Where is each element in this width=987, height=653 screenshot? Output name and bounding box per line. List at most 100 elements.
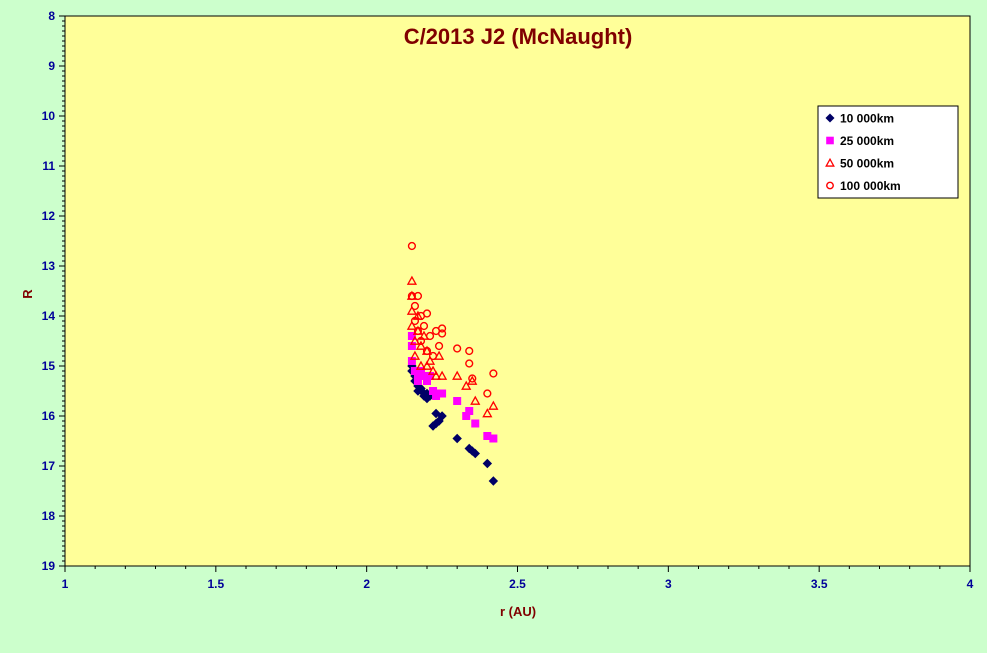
- y-tick-label: 11: [42, 159, 55, 173]
- y-tick-label: 13: [42, 259, 56, 273]
- data-point: [416, 367, 425, 375]
- legend-marker: [825, 157, 835, 167]
- legend-label: 100 000km: [840, 179, 901, 193]
- data-point: [410, 316, 420, 326]
- plot-area: [64, 15, 971, 567]
- y-axis-label: R: [20, 289, 35, 299]
- data-point: [421, 360, 433, 370]
- data-point: [426, 372, 435, 380]
- data-point: [406, 305, 418, 315]
- data-point: [489, 434, 498, 443]
- data-point: [437, 411, 447, 421]
- x-tick-label: 4: [967, 577, 974, 591]
- y-tick-label: 17: [42, 459, 56, 473]
- data-point: [468, 374, 477, 383]
- data-point: [436, 370, 448, 380]
- legend: 10 000km 25 000km 50 000km 100 000km: [817, 105, 959, 199]
- data-point: [422, 309, 432, 318]
- x-tick-label: 1: [62, 577, 69, 591]
- y-tick-label: 10: [42, 109, 56, 123]
- data-point: [470, 448, 480, 459]
- x-tick-label: 3: [665, 577, 672, 591]
- y-tick-label: 16: [42, 409, 56, 423]
- data-point: [410, 301, 420, 311]
- y-tick-label: 9: [48, 59, 55, 73]
- data-point: [430, 370, 442, 380]
- x-tick-label: 3.5: [811, 577, 828, 591]
- data-point: [406, 320, 418, 330]
- data-point: [407, 291, 417, 301]
- data-point: [424, 355, 436, 365]
- data-point: [415, 340, 427, 350]
- data-point: [489, 369, 498, 378]
- data-point: [462, 412, 471, 420]
- data-point: [452, 433, 462, 444]
- data-point: [406, 275, 418, 285]
- data-point: [416, 336, 426, 346]
- data-point: [413, 291, 423, 301]
- data-point: [453, 397, 462, 405]
- data-point: [488, 400, 499, 410]
- data-point: [482, 408, 493, 418]
- legend-marker: [826, 136, 834, 145]
- data-point: [415, 360, 427, 370]
- data-point: [419, 372, 428, 380]
- data-point: [407, 241, 417, 251]
- data-point: [407, 342, 416, 350]
- data-point: [483, 389, 492, 398]
- data-point: [425, 331, 435, 341]
- data-point: [422, 346, 432, 356]
- chart-title: C/2013 J2 (McNaught): [404, 24, 633, 49]
- y-tick-label: 15: [42, 359, 56, 373]
- data-point: [413, 372, 422, 380]
- data-point: [438, 389, 447, 398]
- data-point: [410, 367, 419, 375]
- series-circle: [407, 241, 498, 398]
- y-tick-label: 12: [42, 209, 56, 223]
- data-point: [428, 351, 438, 361]
- data-point: [437, 324, 447, 333]
- data-point: [437, 329, 447, 338]
- data-point: [407, 332, 416, 340]
- data-point: [413, 377, 422, 385]
- data-point: [453, 344, 462, 353]
- data-point: [471, 419, 480, 428]
- data-point: [419, 321, 429, 331]
- y-tick-label: 19: [42, 559, 56, 573]
- data-point: [423, 377, 431, 385]
- data-point: [413, 326, 423, 336]
- series-square: [407, 332, 498, 443]
- x-tick-label: 2.5: [509, 577, 526, 591]
- data-point: [465, 346, 474, 356]
- data-point: [483, 432, 492, 440]
- data-point: [488, 476, 499, 486]
- data-point: [461, 380, 472, 390]
- legend-label: 10 000km: [840, 112, 894, 126]
- y-axis: 8 9 10 11 12 13 14 15 16 17 18 19: [42, 9, 65, 573]
- legend-marker: [825, 113, 835, 123]
- y-tick-label: 8: [48, 9, 55, 23]
- data-point: [409, 350, 421, 360]
- data-point: [470, 395, 481, 405]
- data-point: [434, 341, 444, 351]
- x-tick-label: 2: [363, 577, 370, 591]
- data-point: [427, 365, 439, 375]
- data-point: [407, 357, 416, 365]
- data-points: [406, 241, 499, 486]
- data-point: [452, 370, 463, 380]
- data-point: [465, 407, 474, 415]
- legend-label: 25 000km: [840, 134, 894, 148]
- x-axis: 1 1.5 2 2.5 3 3.5 4: [62, 566, 974, 591]
- x-axis-label: r (AU): [500, 604, 536, 619]
- legend-marker: [826, 181, 834, 190]
- data-point: [482, 458, 493, 469]
- data-point: [465, 359, 474, 368]
- legend-label: 50 000km: [840, 157, 894, 171]
- y-tick-label: 18: [42, 509, 56, 523]
- legend-box: [817, 105, 959, 199]
- y-tick-label: 14: [42, 309, 56, 323]
- data-point: [429, 387, 438, 395]
- x-tick-label: 1.5: [207, 577, 224, 591]
